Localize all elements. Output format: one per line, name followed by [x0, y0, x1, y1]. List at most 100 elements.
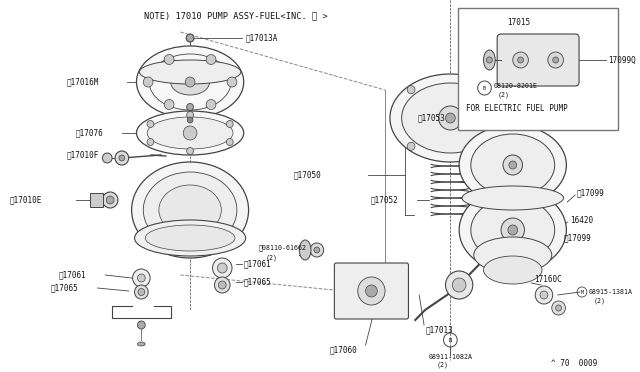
Text: 17015: 17015 — [507, 17, 530, 26]
Text: ※17061: ※17061 — [58, 270, 86, 279]
Circle shape — [501, 218, 524, 242]
Circle shape — [187, 112, 193, 119]
Circle shape — [147, 121, 154, 128]
Circle shape — [552, 301, 565, 315]
Text: ※17099: ※17099 — [577, 189, 605, 198]
Text: ※17013: ※17013 — [426, 326, 454, 334]
Ellipse shape — [459, 125, 566, 205]
Circle shape — [106, 196, 114, 204]
Bar — [90, 193, 103, 207]
Circle shape — [185, 77, 195, 87]
FancyBboxPatch shape — [497, 34, 579, 86]
Circle shape — [138, 274, 145, 282]
Text: (2): (2) — [594, 298, 605, 304]
Circle shape — [452, 278, 466, 292]
Ellipse shape — [145, 225, 235, 251]
Text: 08915-1381A: 08915-1381A — [589, 289, 633, 295]
Text: 08911-1082A: 08911-1082A — [429, 354, 473, 360]
Ellipse shape — [159, 185, 221, 235]
Circle shape — [186, 34, 194, 42]
Text: ※17053: ※17053 — [417, 113, 445, 122]
Ellipse shape — [462, 186, 563, 210]
Ellipse shape — [300, 240, 311, 260]
Ellipse shape — [171, 69, 209, 95]
Text: 17099Q: 17099Q — [608, 55, 636, 64]
Ellipse shape — [140, 60, 241, 84]
Text: ^ 70  0009: ^ 70 0009 — [551, 359, 597, 368]
Text: (2): (2) — [265, 255, 277, 261]
Circle shape — [508, 225, 518, 235]
Text: 08120-8201E: 08120-8201E — [493, 83, 537, 89]
Circle shape — [115, 151, 129, 165]
Circle shape — [358, 277, 385, 305]
Circle shape — [132, 269, 150, 287]
Ellipse shape — [390, 74, 511, 162]
Circle shape — [509, 161, 516, 169]
Ellipse shape — [136, 46, 244, 118]
Text: NOTE) 17010 PUMP ASSY-FUEL<INC. ※ >: NOTE) 17010 PUMP ASSY-FUEL<INC. ※ > — [144, 12, 328, 20]
Circle shape — [187, 117, 193, 123]
Text: B: B — [483, 86, 486, 90]
Ellipse shape — [459, 188, 566, 272]
Ellipse shape — [484, 256, 542, 284]
Circle shape — [407, 142, 415, 150]
Ellipse shape — [143, 172, 237, 248]
Circle shape — [438, 106, 462, 130]
Circle shape — [227, 138, 233, 145]
Text: (2): (2) — [436, 362, 449, 368]
Text: ※17013A: ※17013A — [246, 33, 278, 42]
Circle shape — [147, 138, 154, 145]
Circle shape — [486, 86, 493, 94]
Circle shape — [513, 52, 529, 68]
Text: 16420: 16420 — [570, 215, 593, 224]
Text: ※17052: ※17052 — [371, 196, 398, 205]
Circle shape — [218, 263, 227, 273]
Circle shape — [164, 54, 174, 64]
Circle shape — [227, 121, 233, 128]
Circle shape — [214, 277, 230, 293]
Circle shape — [187, 103, 193, 110]
Circle shape — [138, 321, 145, 329]
Ellipse shape — [474, 237, 552, 273]
Text: ※17010F: ※17010F — [67, 151, 99, 160]
Text: 17160C: 17160C — [534, 276, 562, 285]
Text: ※17061: ※17061 — [244, 260, 271, 269]
Ellipse shape — [471, 134, 555, 196]
Text: ※17050: ※17050 — [294, 170, 322, 180]
Circle shape — [183, 126, 197, 140]
Circle shape — [164, 100, 174, 109]
Text: FOR ELECTRIC FUEL PUMP: FOR ELECTRIC FUEL PUMP — [466, 103, 568, 112]
FancyBboxPatch shape — [334, 263, 408, 319]
Ellipse shape — [402, 83, 499, 153]
Text: ※17076: ※17076 — [76, 128, 104, 138]
Text: ※17065: ※17065 — [244, 278, 271, 286]
Circle shape — [540, 291, 548, 299]
Ellipse shape — [471, 198, 555, 262]
Text: ※17099: ※17099 — [563, 234, 591, 243]
Text: M: M — [580, 289, 584, 295]
Text: ※17065: ※17065 — [51, 283, 79, 292]
Ellipse shape — [132, 162, 248, 258]
Text: ※17016M: ※17016M — [67, 77, 99, 87]
Text: ※17010E: ※17010E — [10, 196, 42, 205]
Circle shape — [218, 281, 226, 289]
Circle shape — [556, 305, 561, 311]
Circle shape — [143, 77, 153, 87]
Circle shape — [206, 100, 216, 109]
Circle shape — [548, 52, 563, 68]
Ellipse shape — [484, 50, 495, 70]
Circle shape — [503, 155, 522, 175]
Circle shape — [518, 57, 524, 63]
Ellipse shape — [134, 220, 246, 256]
Ellipse shape — [149, 54, 231, 110]
Text: (2): (2) — [497, 92, 509, 98]
Circle shape — [486, 57, 492, 63]
Circle shape — [553, 57, 559, 63]
Circle shape — [310, 243, 324, 257]
Ellipse shape — [136, 111, 244, 155]
Circle shape — [119, 155, 125, 161]
Circle shape — [212, 258, 232, 278]
Circle shape — [138, 289, 145, 295]
Circle shape — [365, 285, 377, 297]
Bar — [458, 8, 618, 130]
